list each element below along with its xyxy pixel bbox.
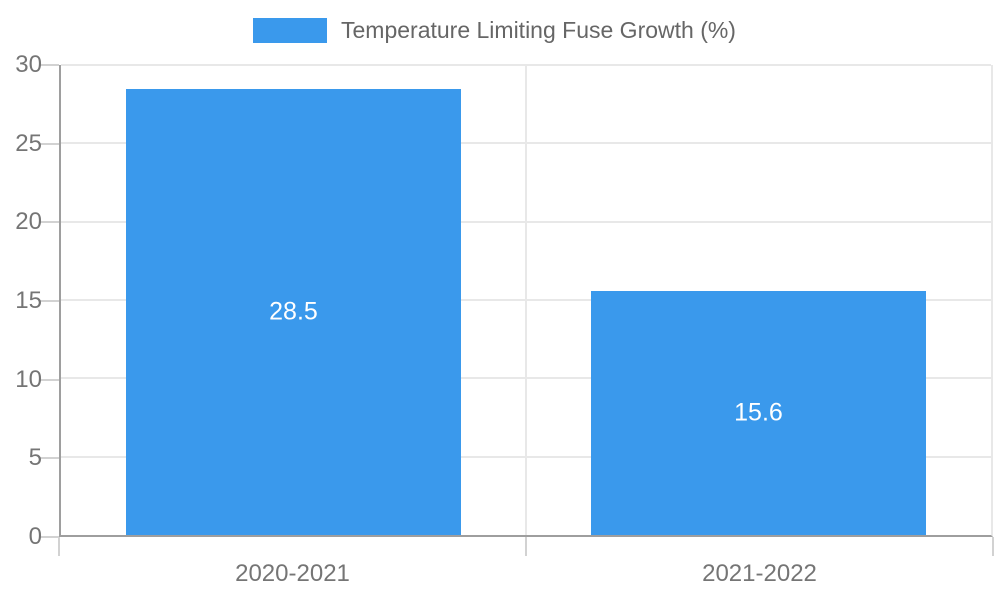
- x-tick-mark: [992, 537, 994, 556]
- vertical-gridline: [525, 65, 527, 535]
- plot-area: 28.5 15.6: [59, 64, 993, 537]
- y-tick-label: 0: [28, 523, 42, 550]
- y-tick-label: 30: [15, 51, 42, 78]
- y-tick-label: 20: [15, 208, 42, 236]
- x-tick-label: 2021-2022: [702, 560, 817, 587]
- y-tick-label: 25: [15, 129, 42, 157]
- x-axis-labels: 2020-2021 2021-2022: [59, 560, 993, 592]
- y-tick-mark: [39, 300, 59, 302]
- y-tick-mark: [39, 378, 59, 381]
- x-tick-label: 2020-2021: [235, 560, 350, 587]
- y-tick-label: 10: [15, 365, 42, 393]
- y-tick-label: 5: [28, 444, 42, 472]
- legend-swatch: [253, 18, 327, 43]
- y-tick-mark: [39, 142, 59, 145]
- y-axis: 0 5 10 15 20 25 30: [0, 51, 59, 550]
- bar-2020-2021: 28.5: [125, 88, 462, 535]
- y-tick-mark: [39, 536, 59, 538]
- legend-label: Temperature Limiting Fuse Growth (%): [341, 17, 736, 43]
- y-tick-mark: [39, 64, 59, 66]
- y-tick-mark: [39, 457, 59, 460]
- legend: Temperature Limiting Fuse Growth (%): [253, 17, 736, 44]
- x-axis-ticks: [58, 537, 994, 557]
- y-tick-mark: [39, 221, 59, 224]
- x-tick-mark: [525, 537, 527, 556]
- bar-value-label: 28.5: [269, 297, 318, 326]
- bar-value-label: 15.6: [734, 398, 783, 427]
- x-tick-mark: [58, 537, 60, 556]
- y-tick-label: 15: [15, 287, 42, 314]
- bar-2021-2022: 15.6: [590, 290, 927, 535]
